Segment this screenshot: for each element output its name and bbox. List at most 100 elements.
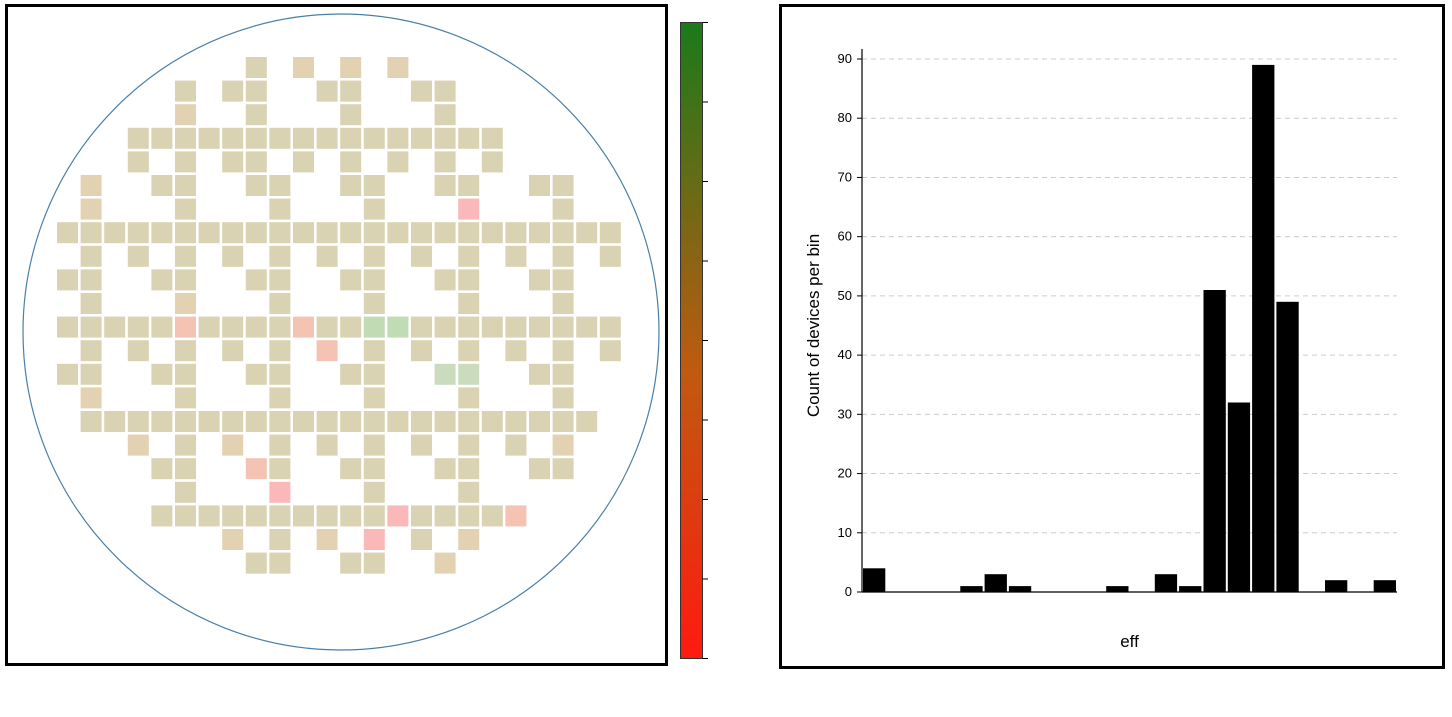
wafer-die <box>458 198 480 220</box>
wafer-die <box>387 57 409 78</box>
wafer-die <box>529 411 550 432</box>
wafer-die <box>127 245 149 267</box>
wafer-die <box>222 127 244 149</box>
wafer-die <box>127 222 149 244</box>
y-tick-label: 50 <box>838 288 852 303</box>
wafer-die <box>175 411 196 432</box>
wafer-die <box>552 434 574 456</box>
wafer-die <box>245 505 267 527</box>
y-tick-label: 20 <box>838 466 852 481</box>
wafer-die <box>363 434 385 456</box>
wafer-die <box>269 387 291 409</box>
wafer-die <box>293 127 314 149</box>
wafer-die <box>434 151 456 173</box>
wafer-die <box>387 505 409 527</box>
wafer-die <box>57 222 78 244</box>
wafer-die <box>411 434 432 456</box>
wafer-die <box>529 222 550 244</box>
wafer-die <box>387 411 409 432</box>
wafer-die <box>222 411 244 432</box>
wafer-die <box>552 458 574 480</box>
wafer-die <box>363 552 385 574</box>
wafer-die <box>198 127 220 149</box>
wafer-die <box>599 316 621 338</box>
wafer-die <box>316 505 338 527</box>
wafer-die <box>434 127 456 149</box>
wafer-die <box>458 458 480 480</box>
wafer-die <box>458 127 480 149</box>
wafer-die <box>222 529 244 550</box>
wafer-die <box>458 175 480 196</box>
wafer-die <box>340 411 362 432</box>
wafer-die <box>127 127 149 149</box>
histogram-bar <box>1203 290 1226 592</box>
wafer-die <box>481 505 503 527</box>
wafer-die <box>316 127 338 149</box>
wafer-die <box>458 387 480 409</box>
wafer-die <box>505 434 527 456</box>
wafer-die <box>80 198 102 220</box>
wafer-die <box>269 269 291 291</box>
wafer-die <box>599 222 621 244</box>
wafer-die <box>269 316 291 338</box>
wafer-die <box>481 411 503 432</box>
wafer-die <box>363 245 385 267</box>
wafer-die <box>505 222 527 244</box>
wafer-die <box>175 127 196 149</box>
histogram-bar <box>1179 586 1202 592</box>
wafer-die <box>576 222 598 244</box>
wafer-die <box>175 434 196 456</box>
wafer-die <box>175 198 196 220</box>
wafer-die <box>269 434 291 456</box>
wafer-die <box>434 505 456 527</box>
wafer-die <box>222 316 244 338</box>
wafer-die <box>269 411 291 432</box>
wafer-die <box>340 269 362 291</box>
y-tick-label: 30 <box>838 406 852 421</box>
wafer-die <box>387 222 409 244</box>
wafer-die <box>505 316 527 338</box>
wafer-die <box>340 127 362 149</box>
wafer-die <box>599 245 621 267</box>
wafer-die <box>411 340 432 362</box>
wafer-die <box>458 340 480 362</box>
wafer-die <box>552 198 574 220</box>
wafer-die <box>316 316 338 338</box>
wafer-die <box>316 80 338 102</box>
wafer-die <box>80 316 102 338</box>
y-tick-label: 40 <box>838 347 852 362</box>
wafer-die <box>434 80 456 102</box>
wafer-die <box>293 222 314 244</box>
wafer-die <box>222 80 244 102</box>
wafer-die <box>175 363 196 385</box>
wafer-die <box>175 316 196 338</box>
wafer-die <box>363 505 385 527</box>
wafer-die <box>363 529 385 550</box>
wafer-die <box>340 222 362 244</box>
wafer-die <box>363 269 385 291</box>
wafer-die <box>80 387 102 409</box>
wafer-die <box>458 222 480 244</box>
wafer-die <box>363 127 385 149</box>
histogram-bar <box>1325 580 1348 592</box>
wafer-die <box>269 127 291 149</box>
wafer-die <box>293 151 314 173</box>
wafer-die <box>293 505 314 527</box>
wafer-die <box>481 222 503 244</box>
wafer-die <box>151 175 173 196</box>
wafer-die <box>245 175 267 196</box>
wafer-die <box>552 411 574 432</box>
wafer-die <box>175 387 196 409</box>
wafer-die <box>245 552 267 574</box>
wafer-die <box>387 151 409 173</box>
wafer-die <box>411 505 432 527</box>
wafer-die <box>552 363 574 385</box>
wafer-die <box>57 269 78 291</box>
histogram-bar <box>863 568 886 592</box>
wafer-die <box>363 293 385 314</box>
wafer-die <box>363 340 385 362</box>
wafer-die <box>316 245 338 267</box>
wafer-die <box>387 127 409 149</box>
wafer-die <box>175 293 196 314</box>
wafer-die <box>458 411 480 432</box>
